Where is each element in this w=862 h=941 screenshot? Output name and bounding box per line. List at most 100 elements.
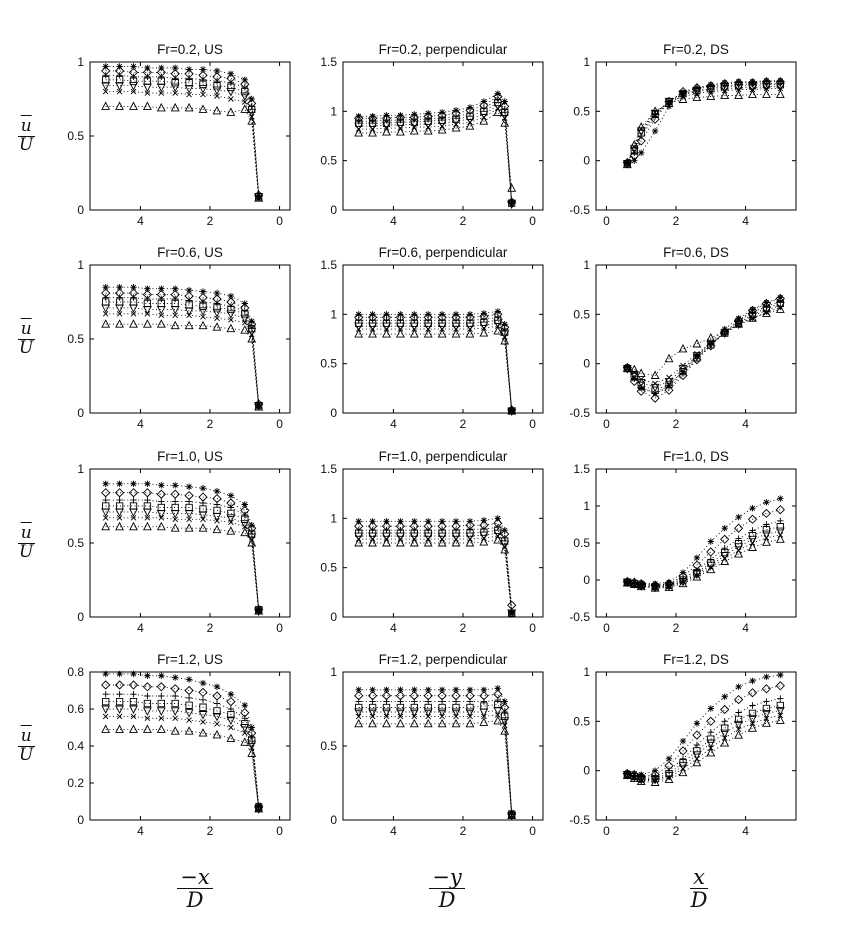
series-markers-asterisk bbox=[624, 671, 784, 778]
y-tick-label: 0.5 bbox=[320, 739, 337, 753]
subplot-svg-fr-1-2-perpendicular: Fr=1.2, perpendicular 4 2 0 0 0.5 1 bbox=[320, 652, 544, 838]
series-line-triangle-down bbox=[358, 710, 513, 816]
series-markers-triangle-up bbox=[622, 534, 785, 592]
subplot-title: Fr=0.6, DS bbox=[663, 245, 729, 260]
y-tick-label: 0.2 bbox=[67, 776, 84, 790]
series-line-square bbox=[627, 705, 781, 780]
series-line-plus bbox=[358, 98, 513, 204]
x-tick-label: 0 bbox=[603, 621, 610, 635]
subplot-svg-fr-0-2-perpendicular: Fr=0.2, perpendicular 4 2 0 0 0.5 1 1.5 bbox=[320, 42, 544, 228]
x-axis-label-col2: −y D bbox=[412, 866, 482, 911]
y-tick-label: 1 bbox=[583, 55, 590, 69]
y-tick-label: 0 bbox=[583, 154, 590, 168]
subplot-svg-fr-0-2-us: Fr=0.2, US 4 2 0 0 0.5 1 bbox=[67, 42, 291, 228]
x-tick-label: 4 bbox=[137, 214, 144, 228]
series-line-x-cross bbox=[105, 313, 260, 406]
series-line-x-cross bbox=[627, 714, 781, 781]
subplot-svg-fr-0-6-perpendicular: Fr=0.6, perpendicular 4 2 0 0 0.5 1 1.5 bbox=[320, 245, 544, 431]
series-line-plus bbox=[626, 83, 781, 163]
axes-box bbox=[89, 61, 291, 211]
series-markers-triangle-up bbox=[354, 326, 517, 415]
y-tick-label: 0.5 bbox=[320, 154, 337, 168]
series-markers-triangle-up bbox=[354, 107, 517, 192]
y-tick-label: 1 bbox=[77, 258, 84, 272]
subplot-title: Fr=0.6, perpendicular bbox=[379, 245, 508, 260]
series-line-triangle-down bbox=[358, 322, 513, 412]
y-tick-label: 0.4 bbox=[67, 739, 84, 753]
series-line-plus bbox=[105, 499, 260, 610]
subplot-title: Fr=1.0, US bbox=[157, 449, 223, 464]
x-axis-label-col3: x D bbox=[664, 866, 734, 911]
series-markers-asterisk bbox=[355, 685, 515, 816]
series-line-square bbox=[626, 84, 781, 164]
x-tick-label: 4 bbox=[742, 214, 749, 228]
y-tick-label: -0.5 bbox=[569, 203, 590, 217]
subplot-title: Fr=1.0, perpendicular bbox=[379, 449, 508, 464]
subplot-fr-0-6-ds: Fr=0.6, DS 0 2 4 -0.5 0 0.5 1 bbox=[551, 243, 801, 440]
y-tick-label: 0 bbox=[77, 610, 84, 624]
y-tick-label: 0 bbox=[330, 406, 337, 420]
series-markers-triangle-down bbox=[101, 304, 264, 411]
series-line-x-cross bbox=[358, 714, 513, 816]
series-line-diamond bbox=[627, 509, 781, 586]
series-markers-asterisk bbox=[355, 90, 515, 206]
series-line-square bbox=[105, 701, 260, 808]
series-line-diamond bbox=[358, 693, 513, 815]
subplot-svg-fr-0-2-ds: Fr=0.2, DS 0 2 4 -0.5 0 0.5 1 bbox=[569, 42, 797, 228]
x-tick-label: 2 bbox=[460, 621, 467, 635]
x-tick-label: 2 bbox=[207, 417, 214, 431]
y-tick-label: -0.5 bbox=[569, 610, 590, 624]
y-tick-label: 1 bbox=[77, 55, 84, 69]
series-markers-triangle-down bbox=[354, 529, 517, 619]
y-tick-label: 0 bbox=[77, 813, 84, 827]
series-line-plus bbox=[626, 301, 781, 394]
axes-box bbox=[89, 468, 291, 618]
series-line-triangle-down bbox=[105, 511, 260, 612]
x-tick-label: 2 bbox=[460, 417, 467, 431]
y-axis-label-denominator: U bbox=[19, 134, 34, 155]
y-tick-label: 0 bbox=[330, 813, 337, 827]
x-tick-label: 0 bbox=[529, 824, 536, 838]
series-markers-x-cross bbox=[624, 532, 784, 591]
y-axis-label-row4: u U bbox=[16, 727, 36, 765]
x-tick-label: 4 bbox=[390, 824, 397, 838]
series-markers-diamond bbox=[622, 505, 785, 590]
series-markers-asterisk bbox=[102, 63, 262, 199]
y-axis-label-numerator: u bbox=[17, 727, 35, 747]
series-line-asterisk bbox=[627, 498, 781, 585]
series-line-plus bbox=[358, 316, 513, 412]
y-tick-label: 1.5 bbox=[320, 55, 337, 69]
series-line-diamond bbox=[358, 522, 513, 606]
series-line-triangle-down bbox=[358, 104, 513, 205]
series-markers-plus bbox=[355, 524, 515, 616]
subplot-title: Fr=0.2, perpendicular bbox=[379, 42, 508, 57]
series-line-triangle-up bbox=[358, 539, 513, 615]
x-tick-label: 2 bbox=[673, 824, 680, 838]
series-markers-asterisk bbox=[624, 294, 784, 397]
series-line-square bbox=[358, 704, 513, 815]
y-axis-label-denominator: U bbox=[19, 541, 34, 562]
series-line-diamond bbox=[105, 70, 260, 196]
y-tick-label: 1 bbox=[330, 511, 337, 525]
subplot-fr-1-2-ds: Fr=1.2, DS 0 2 4 -0.5 0 0.5 1 bbox=[551, 650, 801, 847]
series-line-plus bbox=[627, 520, 781, 587]
subplot-title: Fr=0.6, US bbox=[157, 245, 223, 260]
series-markers-triangle-down bbox=[622, 83, 785, 169]
y-tick-label: 0.5 bbox=[573, 307, 590, 321]
series-line-diamond bbox=[105, 684, 260, 808]
x-tick-label: 0 bbox=[529, 214, 536, 228]
x-tick-label: 0 bbox=[603, 824, 610, 838]
series-markers-square bbox=[623, 523, 784, 591]
series-line-triangle-up bbox=[358, 111, 513, 189]
series-markers-plus bbox=[624, 695, 784, 781]
axes-box bbox=[342, 61, 544, 211]
x-axis-label-denominator: D bbox=[690, 888, 708, 913]
y-axis-label-row3: u U bbox=[16, 524, 36, 562]
x-axis-label-denominator: D bbox=[186, 888, 204, 913]
y-tick-label: 0 bbox=[77, 203, 84, 217]
series-line-x-cross bbox=[627, 306, 781, 384]
x-tick-label: 4 bbox=[390, 417, 397, 431]
series-line-asterisk bbox=[358, 517, 513, 613]
subplot-title: Fr=1.0, DS bbox=[663, 449, 729, 464]
x-tick-label: 2 bbox=[673, 417, 680, 431]
